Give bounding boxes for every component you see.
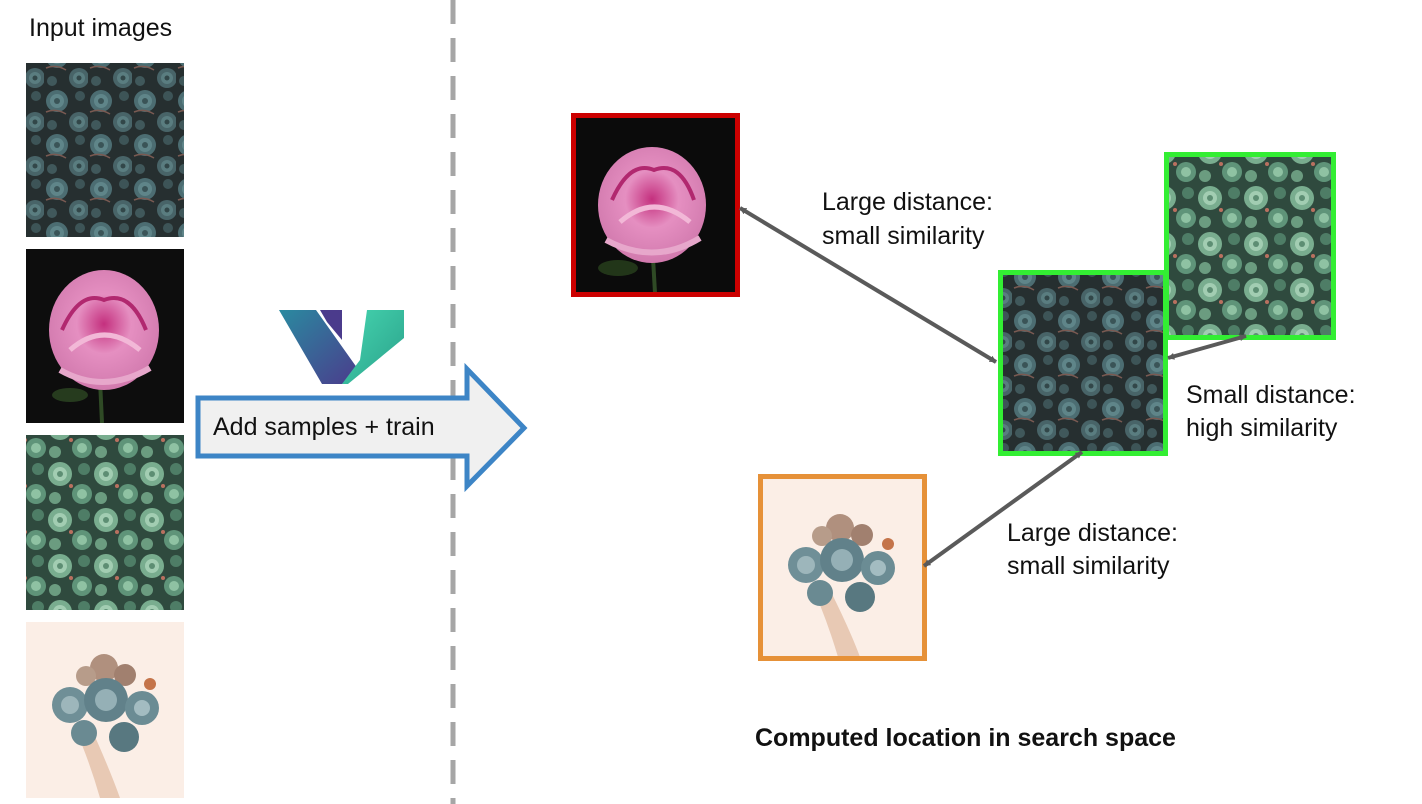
frame-bouquet [758,474,927,661]
process-arrow-label: Add samples + train [213,413,435,441]
distance-arrow-green [1167,334,1247,360]
distance-arrow-bouquet [922,450,1084,568]
peony-distance-label-line2: small similarity [822,222,985,250]
search-image-peony [571,113,740,297]
green-distance-label-line1: Small distance: [1186,381,1356,409]
process-arrow [195,362,528,493]
v-logo-icon [279,310,404,384]
input-image-succulents-dark [26,63,184,237]
input-image-succulents-green [26,435,184,610]
search-space-title: Computed location in search space [755,724,1176,752]
frame-green [1164,152,1336,340]
green-distance-label-line2: high similarity [1186,414,1338,442]
frame-peony [571,113,740,297]
input-images-title: Input images [29,14,173,42]
input-image-peony [26,249,184,423]
search-image-succulents-green [1164,152,1336,340]
bouquet-distance-label-line1: Large distance: [1007,519,1178,547]
bouquet-distance-label-line2: small similarity [1007,552,1170,580]
distance-arrow-peony [738,206,998,364]
search-image-succulent-bouquet [758,474,927,661]
input-image-succulent-bouquet [26,622,184,798]
peony-distance-label-line1: Large distance: [822,188,993,216]
search-image-succulents-dark [998,270,1168,456]
